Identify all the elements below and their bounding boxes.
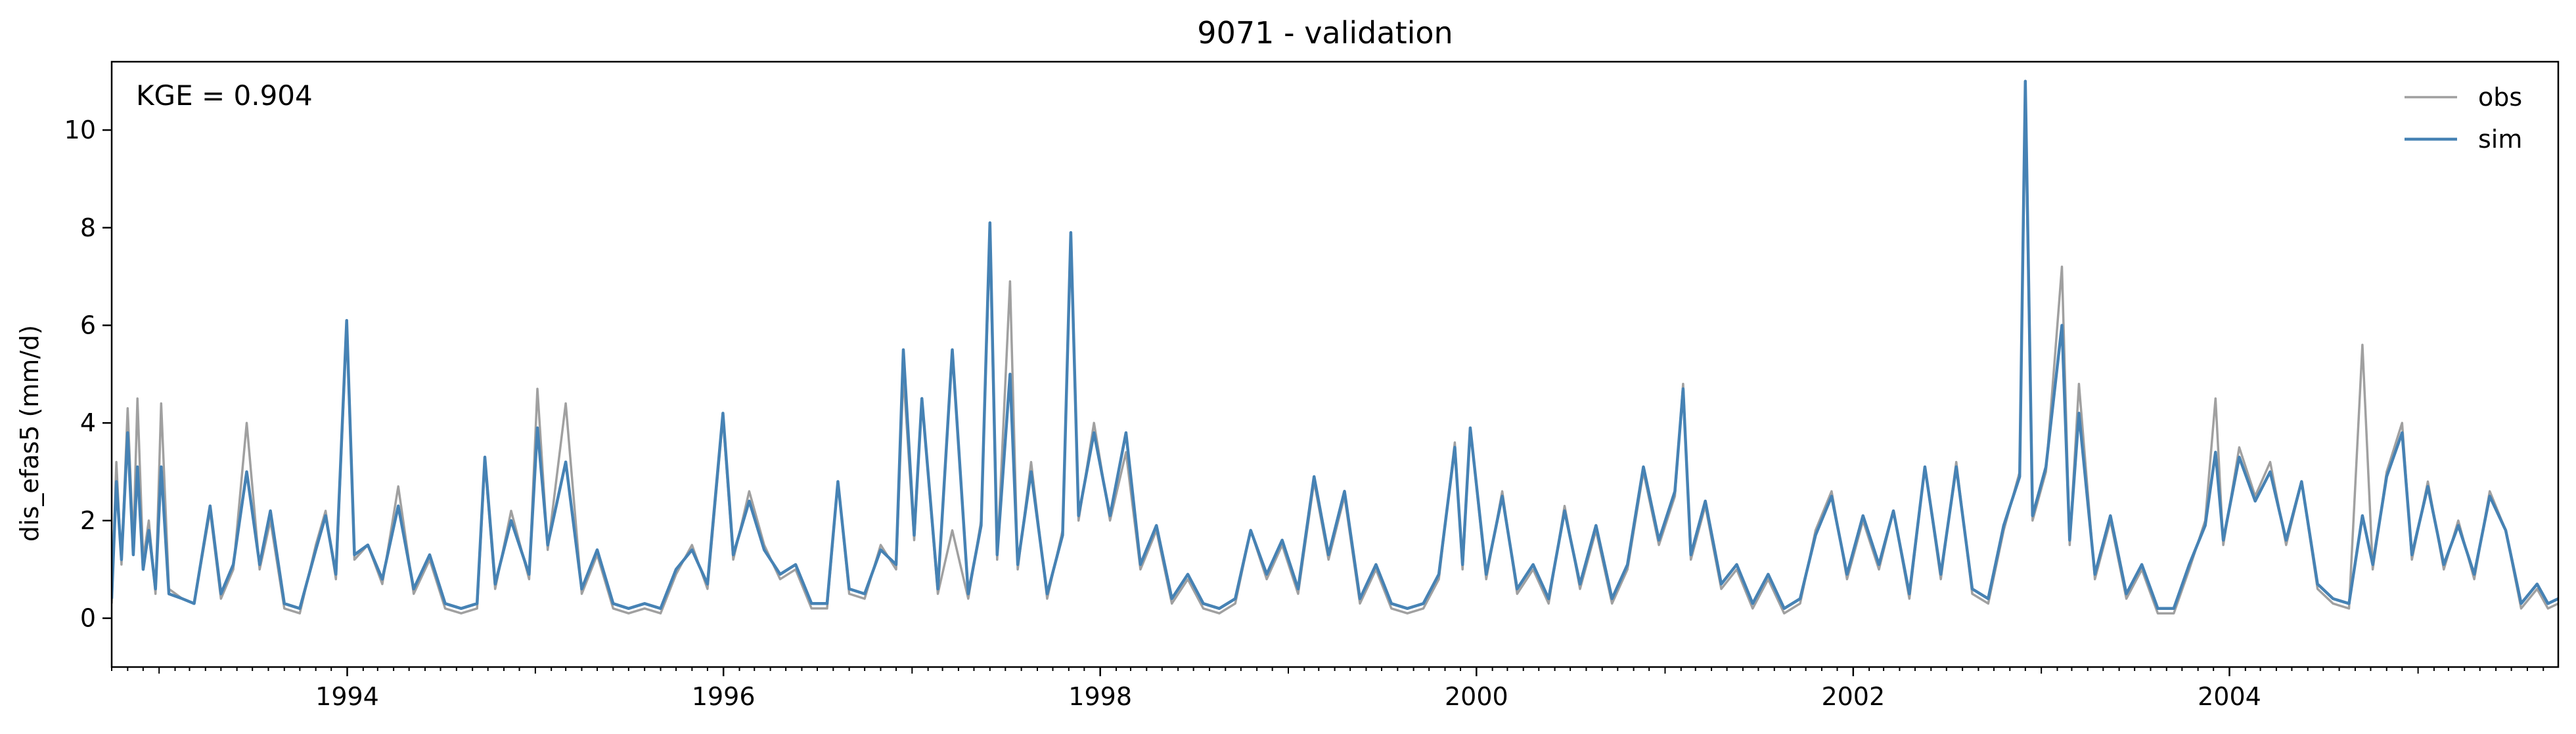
y-axis: 0 2 4 6 8 10: [64, 116, 112, 633]
legend-label-sim: sim: [2478, 125, 2522, 154]
y-axis-label: dis_efas5 (mm/d): [15, 325, 44, 542]
y-tick-label: 6: [80, 311, 96, 340]
y-tick-label: 10: [64, 116, 96, 144]
x-tick-label: 1996: [692, 682, 756, 711]
legend-label-obs: obs: [2478, 83, 2522, 112]
kge-annotation: KGE = 0.904: [136, 79, 313, 112]
series-group: [112, 79, 2558, 615]
x-tick-label: 2002: [1821, 682, 1885, 711]
series-line-sim: [112, 79, 2558, 611]
x-tick-label: 1994: [315, 682, 379, 711]
x-tick-label: 2004: [2198, 682, 2261, 711]
x-tick-label: 2000: [1445, 682, 1508, 711]
x-tick-label: 1998: [1068, 682, 1132, 711]
legend-item-sim: sim: [2405, 125, 2522, 154]
y-tick-label: 2: [80, 506, 96, 535]
legend: obs sim: [2405, 83, 2522, 154]
y-tick-label: 8: [80, 213, 96, 242]
y-tick-label: 4: [80, 408, 96, 437]
chart-title: 9071 - validation: [1197, 15, 1453, 51]
legend-item-obs: obs: [2405, 83, 2522, 112]
x-axis: 1994 1996 1998 2000 2002 2004: [111, 667, 2544, 711]
y-tick-label: 0: [80, 604, 96, 633]
